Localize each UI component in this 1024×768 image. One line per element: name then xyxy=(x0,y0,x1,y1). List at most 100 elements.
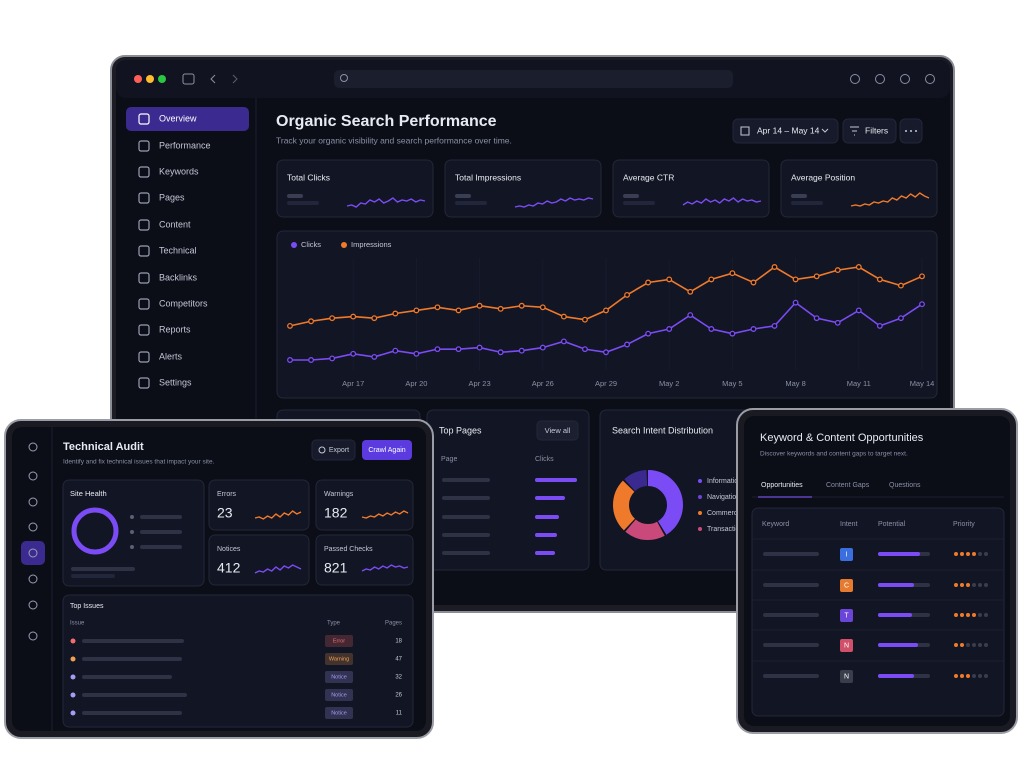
x-tick-label: Apr 26 xyxy=(532,379,554,388)
priority-dot xyxy=(966,643,970,647)
crawl-button[interactable] xyxy=(362,440,412,460)
nav-icon xyxy=(138,245,150,257)
legend-swatch xyxy=(291,242,297,248)
potential-bar xyxy=(878,583,914,587)
x-tick-label: May 8 xyxy=(785,379,805,388)
column-header: Pages xyxy=(385,621,402,627)
sparkline xyxy=(850,192,930,207)
date-button[interactable] xyxy=(732,118,839,144)
window-control[interactable] xyxy=(158,75,166,83)
type-badge xyxy=(325,653,353,665)
tab[interactable]: Opportunities xyxy=(761,482,803,489)
nav-icon[interactable] xyxy=(28,574,38,584)
data-point xyxy=(624,341,631,348)
toolbar-icon[interactable] xyxy=(875,74,885,84)
nav-icon[interactable] xyxy=(28,631,38,641)
priority-dot xyxy=(978,613,982,617)
tab[interactable]: Questions xyxy=(889,482,921,489)
nav-active xyxy=(126,107,249,131)
placeholder-bar xyxy=(82,639,184,643)
tab[interactable]: Content Gaps xyxy=(826,482,870,489)
nav-item[interactable]: Overview xyxy=(159,113,197,123)
more-dot xyxy=(910,130,912,132)
export-button[interactable] xyxy=(311,439,356,461)
placeholder-bar xyxy=(140,515,182,519)
nav-icon xyxy=(138,351,150,363)
data-point xyxy=(392,310,399,317)
window-control[interactable] xyxy=(146,75,154,83)
nav-item[interactable]: Pages xyxy=(159,192,185,202)
toolbar-icon[interactable] xyxy=(900,74,910,84)
nav-icon[interactable] xyxy=(28,471,38,481)
toolbar-icon[interactable] xyxy=(925,74,935,84)
nav-icon[interactable] xyxy=(28,497,38,507)
kpi-card xyxy=(780,159,938,218)
toolbar-icon[interactable] xyxy=(850,74,860,84)
legend-dot xyxy=(130,515,134,519)
priority-dot xyxy=(954,674,958,678)
kpi-label: Average Position xyxy=(791,172,855,182)
view-all: View all xyxy=(545,426,571,435)
data-point xyxy=(392,347,399,354)
opportunities-title: Keyword & Content Opportunities xyxy=(760,432,924,444)
placeholder-bar xyxy=(442,533,490,537)
stat-value: 23 xyxy=(217,505,233,521)
data-point xyxy=(708,276,715,283)
nav-icon[interactable] xyxy=(28,522,38,532)
window-control[interactable] xyxy=(134,75,142,83)
nav-item[interactable]: Technical xyxy=(159,245,197,255)
data-point xyxy=(750,279,757,286)
nav-icon[interactable] xyxy=(28,442,38,452)
data-point xyxy=(539,344,546,351)
filters-button[interactable] xyxy=(842,118,897,144)
nav-icon[interactable] xyxy=(28,600,38,610)
nav-item[interactable]: Performance xyxy=(159,140,211,150)
nav-item[interactable]: Alerts xyxy=(159,351,183,361)
sparkline xyxy=(361,564,409,572)
priority-dot xyxy=(972,552,976,556)
placeholder-bar xyxy=(623,201,655,205)
type-badge xyxy=(325,689,353,701)
data-point xyxy=(813,315,820,322)
nav-item[interactable]: Content xyxy=(159,219,191,229)
issue-dot xyxy=(70,692,76,698)
data-point xyxy=(581,346,588,353)
type-badge xyxy=(325,707,353,719)
data-point xyxy=(687,288,694,295)
nav-item[interactable]: Reports xyxy=(159,324,191,334)
data-point xyxy=(308,318,315,325)
data-point xyxy=(455,307,462,314)
nav-item[interactable]: Backlinks xyxy=(159,272,198,282)
data-point xyxy=(603,307,609,314)
nav-icon xyxy=(138,192,150,204)
priority-dot xyxy=(972,643,976,647)
intent-label: N xyxy=(844,673,849,680)
legend-label: Commercial xyxy=(707,510,745,517)
issue-type: Error xyxy=(333,638,345,644)
issue-pages: 11 xyxy=(396,711,403,717)
nav-item[interactable]: Keywords xyxy=(159,166,199,176)
nav-icon[interactable] xyxy=(28,548,38,558)
legend-swatch xyxy=(341,242,347,248)
data-point xyxy=(624,291,631,298)
priority-dot xyxy=(954,552,958,556)
forward-icon[interactable] xyxy=(232,74,238,84)
nav-item[interactable]: Settings xyxy=(159,377,192,387)
data-point xyxy=(897,282,904,289)
stat-value: 821 xyxy=(324,560,348,576)
nav-icon xyxy=(138,140,150,152)
intent-label: N xyxy=(844,642,849,649)
priority-dot xyxy=(984,552,988,556)
legend-label: Informational xyxy=(707,478,748,485)
sparkline xyxy=(254,510,302,520)
placeholder-bar xyxy=(763,583,819,587)
back-icon[interactable] xyxy=(210,74,216,84)
intent-label: I xyxy=(846,551,848,558)
audit-subtitle: Identify and fix technical issues that i… xyxy=(63,459,215,466)
intent-label: T xyxy=(844,612,849,619)
data-point xyxy=(476,344,483,351)
view-all-button[interactable] xyxy=(536,420,579,441)
nav-item[interactable]: Competitors xyxy=(159,298,208,308)
kpi-card xyxy=(612,159,770,218)
